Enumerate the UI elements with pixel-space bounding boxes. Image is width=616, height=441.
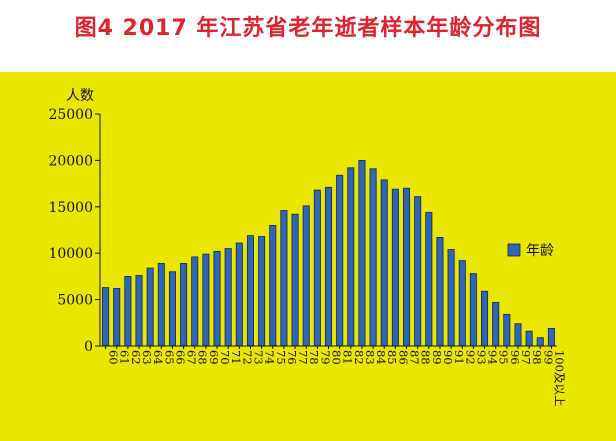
bar-76 [280,210,288,347]
bar-77 [291,213,299,347]
x-tick-label: 61 [118,350,132,365]
bar-92 [458,260,466,347]
x-tick-label: 65 [162,350,176,365]
bar-69 [202,253,210,347]
x-tick-label: 82 [352,350,366,365]
bar-66 [168,271,176,347]
x-tick-label: 86 [396,350,410,365]
bar-81 [336,174,344,347]
legend-swatch [507,243,521,257]
x-tick-label: 67 [185,350,199,365]
bars [102,160,555,347]
bar-68 [191,256,199,347]
bar-78 [302,205,310,347]
x-tick-label: 81 [341,350,355,365]
x-tick-label: 79 [318,350,332,365]
bar-89 [425,211,433,347]
x-tick-label: 84 [374,350,388,365]
x-tick-label: 99 [541,350,555,365]
x-tick-label: 60 [107,350,121,365]
bar-64 [146,267,154,347]
bar-70 [213,250,221,347]
x-tick-label: 73 [251,350,265,365]
legend: 年龄 [507,243,554,259]
x-tick-label: 98 [530,350,544,365]
bar-86 [391,188,399,347]
y-tick-label: 10000 [48,246,93,262]
bar-91 [447,249,455,347]
bar-67 [180,263,188,347]
y-tick-label: 15000 [48,200,93,216]
chart-title: 图4 2017 年江苏省老年逝者样本年龄分布图 [74,16,542,41]
x-axis-ticks: 6061626364656667686970717273747576777879… [105,346,566,406]
bar-61 [113,288,121,347]
x-tick-label: 80 [330,350,344,365]
bar-75 [269,224,277,347]
x-tick-label: 100及以上 [552,350,566,406]
x-tick-label: 91 [452,350,466,365]
bar-93 [469,273,477,347]
bar-98 [525,330,533,347]
x-tick-label: 77 [296,350,310,365]
bar-97 [514,323,522,347]
y-tick-label: 0 [84,339,93,355]
bar-85 [380,179,388,347]
bar-94 [481,290,489,347]
x-tick-label: 95 [497,350,511,365]
bar-90 [436,237,444,347]
x-tick-label: 75 [274,350,288,365]
bar-79 [313,189,321,347]
x-tick-label: 70 [218,350,232,365]
bar-96 [503,314,511,347]
x-tick-label: 71 [229,350,243,365]
plot-panel: 人数 0 5000 10000 15000 20000 25000 60 61 62 63 64 6… [0,72,616,441]
x-tick-label: 97 [519,350,533,365]
x-tick-label: 92 [463,350,477,365]
x-tick-label: 63 [140,350,154,365]
x-tick-label: 87 [408,350,422,365]
x-tick-label: 78 [307,350,321,365]
x-tick-label: 89 [430,350,444,365]
bar-65 [157,263,165,347]
x-tick-label: 85 [385,350,399,365]
y-tick-label: 5000 [57,293,93,309]
bar-87 [402,187,411,347]
bar-88 [414,196,422,347]
y-tick-label: 25000 [48,107,93,123]
bar-71 [224,248,232,347]
bar-83 [358,160,366,347]
x-tick-label: 88 [419,350,433,365]
x-tick-label: 62 [129,350,143,365]
x-tick-label: 93 [474,350,488,365]
bar-72 [235,242,243,347]
x-tick-label: 90 [441,350,455,365]
x-tick-label: 68 [196,350,210,365]
bar-62 [124,275,132,347]
bar-99 [536,337,544,347]
bar-82 [347,167,355,347]
x-tick-label: 94 [486,350,500,365]
x-tick-label: 66 [173,350,187,365]
y-axis-label: 人数 [66,88,94,104]
bar-80 [324,186,333,347]
legend-label: 年龄 [526,243,554,259]
bar-95 [492,301,500,347]
bar-74 [258,236,266,347]
bar-63 [135,275,143,347]
x-tick-label: 76 [285,350,299,365]
x-tick-label: 83 [363,350,377,365]
x-tick-label: 74 [263,350,277,365]
x-tick-label: 96 [508,350,522,365]
bar-73 [246,235,254,347]
x-tick-label: 72 [240,350,254,365]
bar-60 [102,287,110,347]
y-axis-ticks: 0 5000 10000 15000 20000 25000 [48,107,100,355]
x-tick-label: 64 [151,350,165,365]
x-tick-label: 69 [207,350,221,365]
bar-100及以上 [547,327,555,347]
bar-84 [369,168,377,347]
y-tick-label: 20000 [48,153,93,169]
